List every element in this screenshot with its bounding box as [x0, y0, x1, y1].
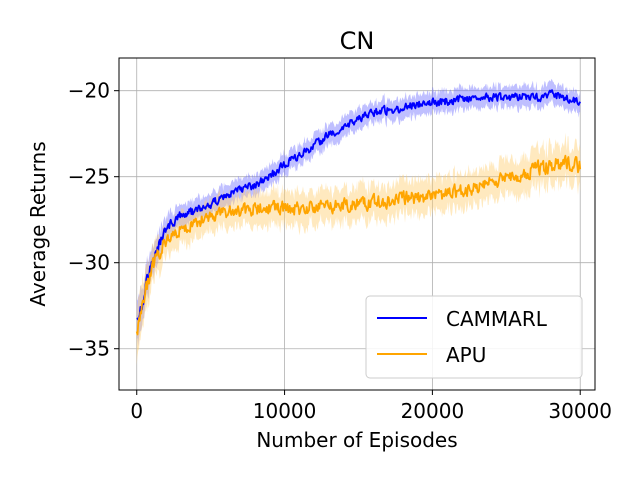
legend: CAMMARL APU	[365, 295, 583, 379]
legend-box	[365, 295, 583, 379]
series-lines	[135, 89, 582, 336]
y-tick-label: −25	[68, 165, 110, 189]
grid	[119, 58, 595, 390]
x-axis-title: Number of Episodes	[256, 428, 457, 452]
legend-label-cammarl: CAMMARL	[446, 307, 548, 331]
legend-label-apu: APU	[446, 343, 486, 367]
chart-title: CN	[340, 27, 375, 55]
x-tick-label: 20000	[401, 399, 465, 423]
series-line-cammarl	[136, 89, 582, 321]
y-tick-label: −35	[68, 337, 110, 361]
axis-ticks: 0 10000 20000 30000 −35 −30 −25 −20	[68, 79, 612, 423]
x-tick-label: 30000	[548, 399, 612, 423]
y-axis-title: Average Returns	[26, 141, 50, 306]
y-tick-label: −30	[68, 251, 110, 275]
series-line-apu	[135, 154, 582, 336]
x-tick-label: 10000	[253, 399, 317, 423]
x-tick-label: 0	[130, 399, 143, 423]
plot-frame	[118, 57, 596, 391]
y-tick-label: −20	[68, 79, 110, 103]
